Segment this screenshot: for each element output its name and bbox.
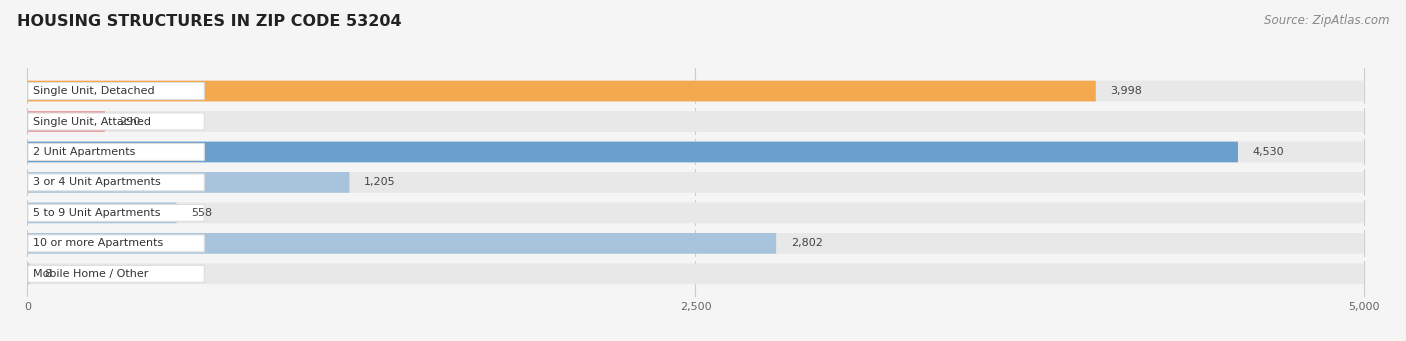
FancyBboxPatch shape	[28, 264, 30, 284]
Text: 290: 290	[120, 117, 141, 127]
FancyBboxPatch shape	[28, 264, 1364, 284]
FancyBboxPatch shape	[28, 81, 1095, 101]
FancyBboxPatch shape	[28, 172, 350, 193]
FancyBboxPatch shape	[28, 203, 177, 223]
Text: 558: 558	[191, 208, 212, 218]
Text: 1,205: 1,205	[364, 177, 395, 188]
Text: 8: 8	[44, 269, 52, 279]
FancyBboxPatch shape	[28, 204, 204, 221]
Text: Mobile Home / Other: Mobile Home / Other	[32, 269, 148, 279]
FancyBboxPatch shape	[28, 81, 1364, 101]
FancyBboxPatch shape	[28, 235, 204, 252]
FancyBboxPatch shape	[28, 265, 204, 282]
Text: 10 or more Apartments: 10 or more Apartments	[32, 238, 163, 248]
Text: 3,998: 3,998	[1111, 86, 1142, 96]
Text: 2 Unit Apartments: 2 Unit Apartments	[32, 147, 135, 157]
FancyBboxPatch shape	[28, 142, 1237, 162]
FancyBboxPatch shape	[28, 233, 1364, 254]
FancyBboxPatch shape	[28, 113, 204, 130]
FancyBboxPatch shape	[28, 172, 1364, 193]
FancyBboxPatch shape	[28, 233, 776, 254]
Text: Single Unit, Attached: Single Unit, Attached	[32, 117, 150, 127]
FancyBboxPatch shape	[28, 111, 105, 132]
Text: 5 to 9 Unit Apartments: 5 to 9 Unit Apartments	[32, 208, 160, 218]
Text: Single Unit, Detached: Single Unit, Detached	[32, 86, 155, 96]
FancyBboxPatch shape	[28, 83, 204, 100]
FancyBboxPatch shape	[28, 174, 204, 191]
FancyBboxPatch shape	[28, 111, 1364, 132]
FancyBboxPatch shape	[28, 142, 1364, 162]
Text: 4,530: 4,530	[1253, 147, 1284, 157]
Text: 2,802: 2,802	[792, 238, 823, 248]
FancyBboxPatch shape	[28, 203, 1364, 223]
Text: Source: ZipAtlas.com: Source: ZipAtlas.com	[1264, 14, 1389, 27]
FancyBboxPatch shape	[28, 144, 204, 161]
Text: 3 or 4 Unit Apartments: 3 or 4 Unit Apartments	[32, 177, 160, 188]
Text: HOUSING STRUCTURES IN ZIP CODE 53204: HOUSING STRUCTURES IN ZIP CODE 53204	[17, 14, 402, 29]
